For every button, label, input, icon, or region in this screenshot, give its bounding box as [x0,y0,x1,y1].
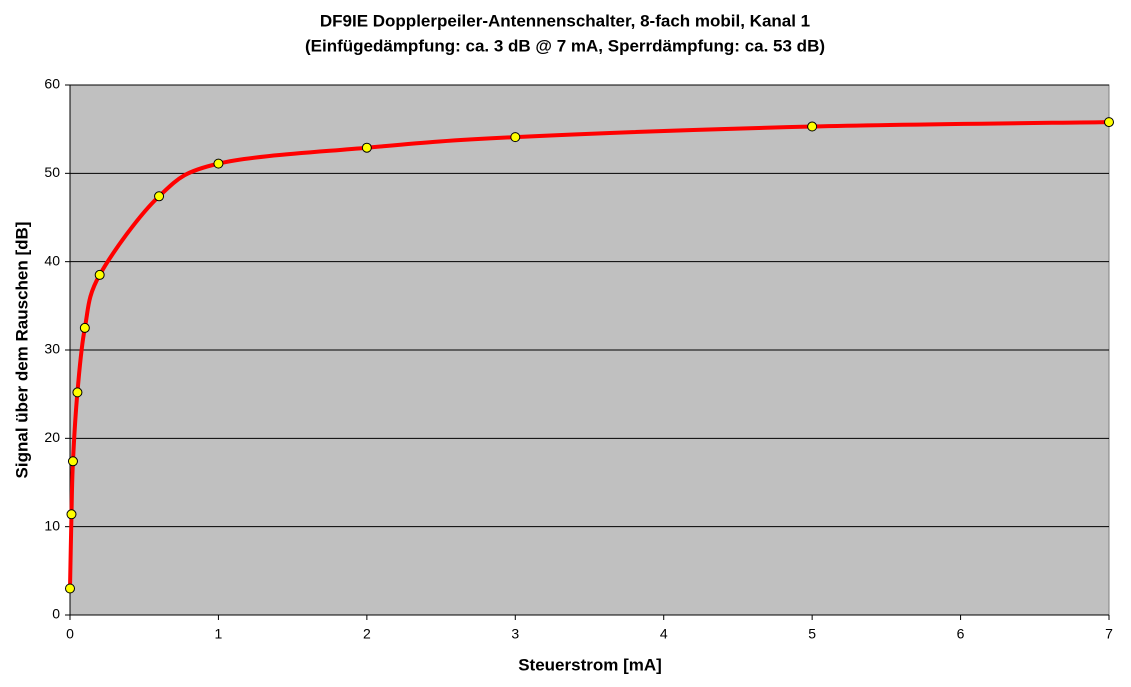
y-tick-label: 60 [44,76,60,92]
data-point [67,456,78,467]
data-point [72,387,83,398]
y-tick-label: 30 [44,341,60,357]
x-tick-label: 7 [1105,626,1113,642]
data-point [1104,117,1114,128]
data-point [66,509,77,520]
data-point [65,583,75,594]
y-tick-label: 10 [44,517,60,533]
chart-title: DF9IE Dopplerpeiler-Antennenschalter, 8-… [320,11,810,30]
data-line [68,120,1110,589]
y-tick-label: 40 [44,252,60,268]
y-tick-label: 50 [44,164,60,180]
data-point [154,191,165,202]
data-point [361,142,372,153]
x-tick-label: 2 [363,626,371,642]
data-point [79,322,90,333]
data-point [213,158,224,169]
data-point [94,269,105,280]
x-tick-label: 5 [808,626,816,642]
chart-subtitle: (Einfügedämpfung: ca. 3 dB @ 7 mA, Sperr… [305,36,825,55]
y-axis-label: Signal über dem Rauschen [dB] [12,222,31,479]
data-point [510,132,521,143]
x-tick-label: 0 [66,626,74,642]
x-axis-label: Steuerstrom [mA] [518,655,662,674]
x-tick-label: 6 [957,626,965,642]
x-tick-label: 3 [511,626,519,642]
y-tick-label: 0 [52,606,60,622]
x-tick-label: 1 [215,626,223,642]
y-tick-label: 20 [44,429,60,445]
data-point [807,121,818,132]
x-tick-label: 4 [660,626,668,642]
